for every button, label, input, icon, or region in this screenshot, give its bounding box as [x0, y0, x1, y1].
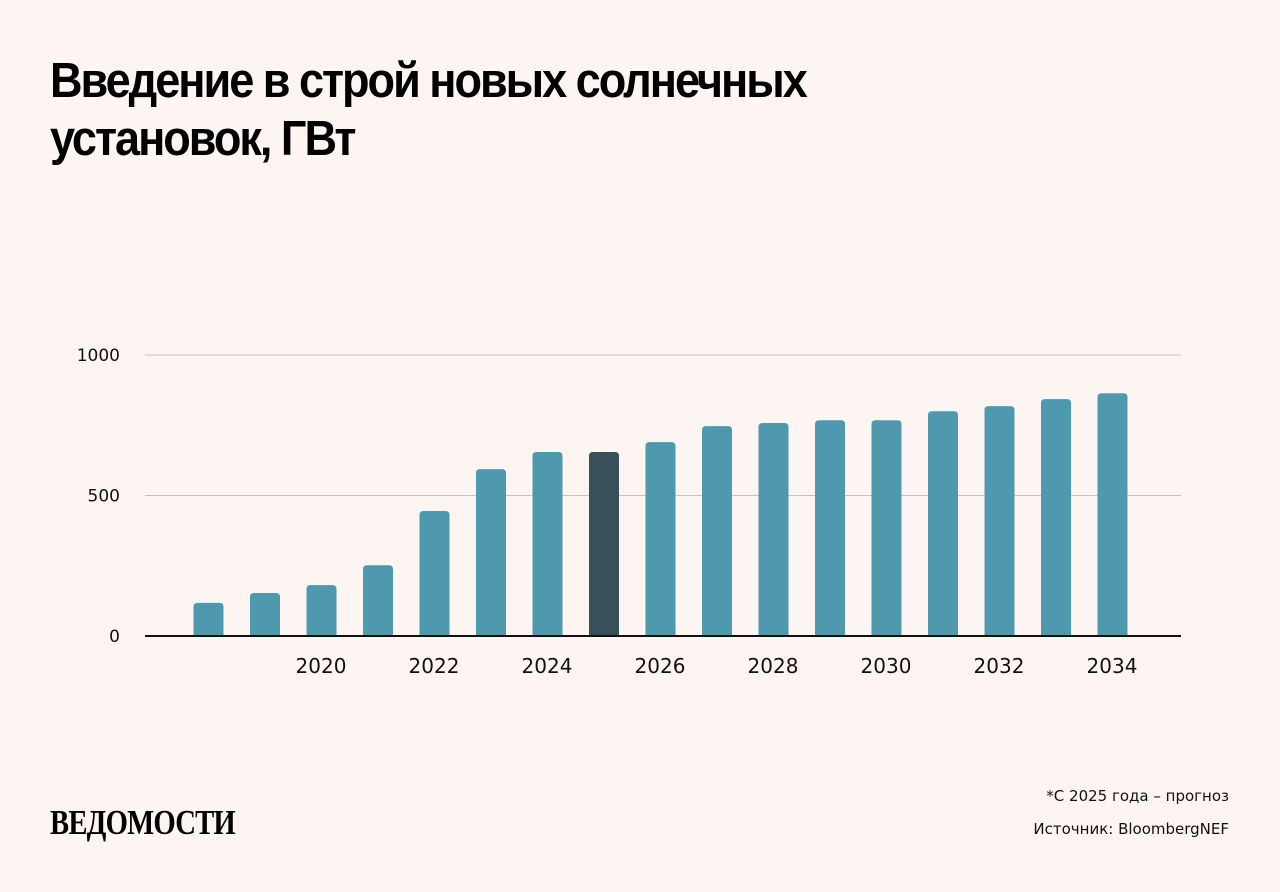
- x-tick-label: 2032: [974, 654, 1025, 678]
- bar-2030: [815, 420, 845, 636]
- source-note: Источник: BloombergNEF: [1033, 820, 1229, 838]
- forecast-note: *С 2025 года – прогноз: [1046, 787, 1229, 805]
- y-tick-label: 0: [109, 627, 120, 647]
- bar-2023: [419, 510, 450, 636]
- y-axis-ticks: 0 500 1000: [77, 346, 120, 647]
- bars: [193, 393, 1128, 636]
- y-tick-label: 500: [88, 487, 120, 507]
- bar-2029: [758, 423, 789, 636]
- x-tick-label: 2026: [635, 654, 686, 678]
- bar-2027: [645, 442, 676, 636]
- x-tick-label: 2022: [409, 654, 460, 678]
- bar-2032: [928, 411, 958, 636]
- y-tick-label: 1000: [77, 346, 120, 366]
- bar-2028: [702, 426, 732, 636]
- bar-2022: [363, 565, 393, 636]
- chart-title: Введение в строй новых солнечных установ…: [50, 54, 808, 166]
- bar-2026: [589, 451, 619, 636]
- bar-2031: [871, 420, 902, 636]
- x-tick-label: 2028: [748, 654, 799, 678]
- x-tick-label: 2024: [522, 654, 573, 678]
- bar-2025: [532, 451, 563, 636]
- bar-2024: [476, 469, 506, 636]
- bar-2021: [306, 585, 337, 636]
- bar-2034: [1041, 399, 1071, 636]
- bar-2019: [193, 602, 224, 636]
- bar-2033: [984, 406, 1015, 636]
- x-tick-label: 2020: [296, 654, 347, 678]
- vedomosti-logo: ВЕДОМОСТИ: [50, 803, 236, 842]
- bar-2035: [1097, 393, 1128, 636]
- x-tick-label: 2030: [861, 654, 912, 678]
- bar-2020: [250, 593, 280, 636]
- x-tick-label: 2034: [1087, 654, 1138, 678]
- x-axis-ticks: 2020 2022 2024 2026 2028 2030 2032 2034: [296, 654, 1138, 678]
